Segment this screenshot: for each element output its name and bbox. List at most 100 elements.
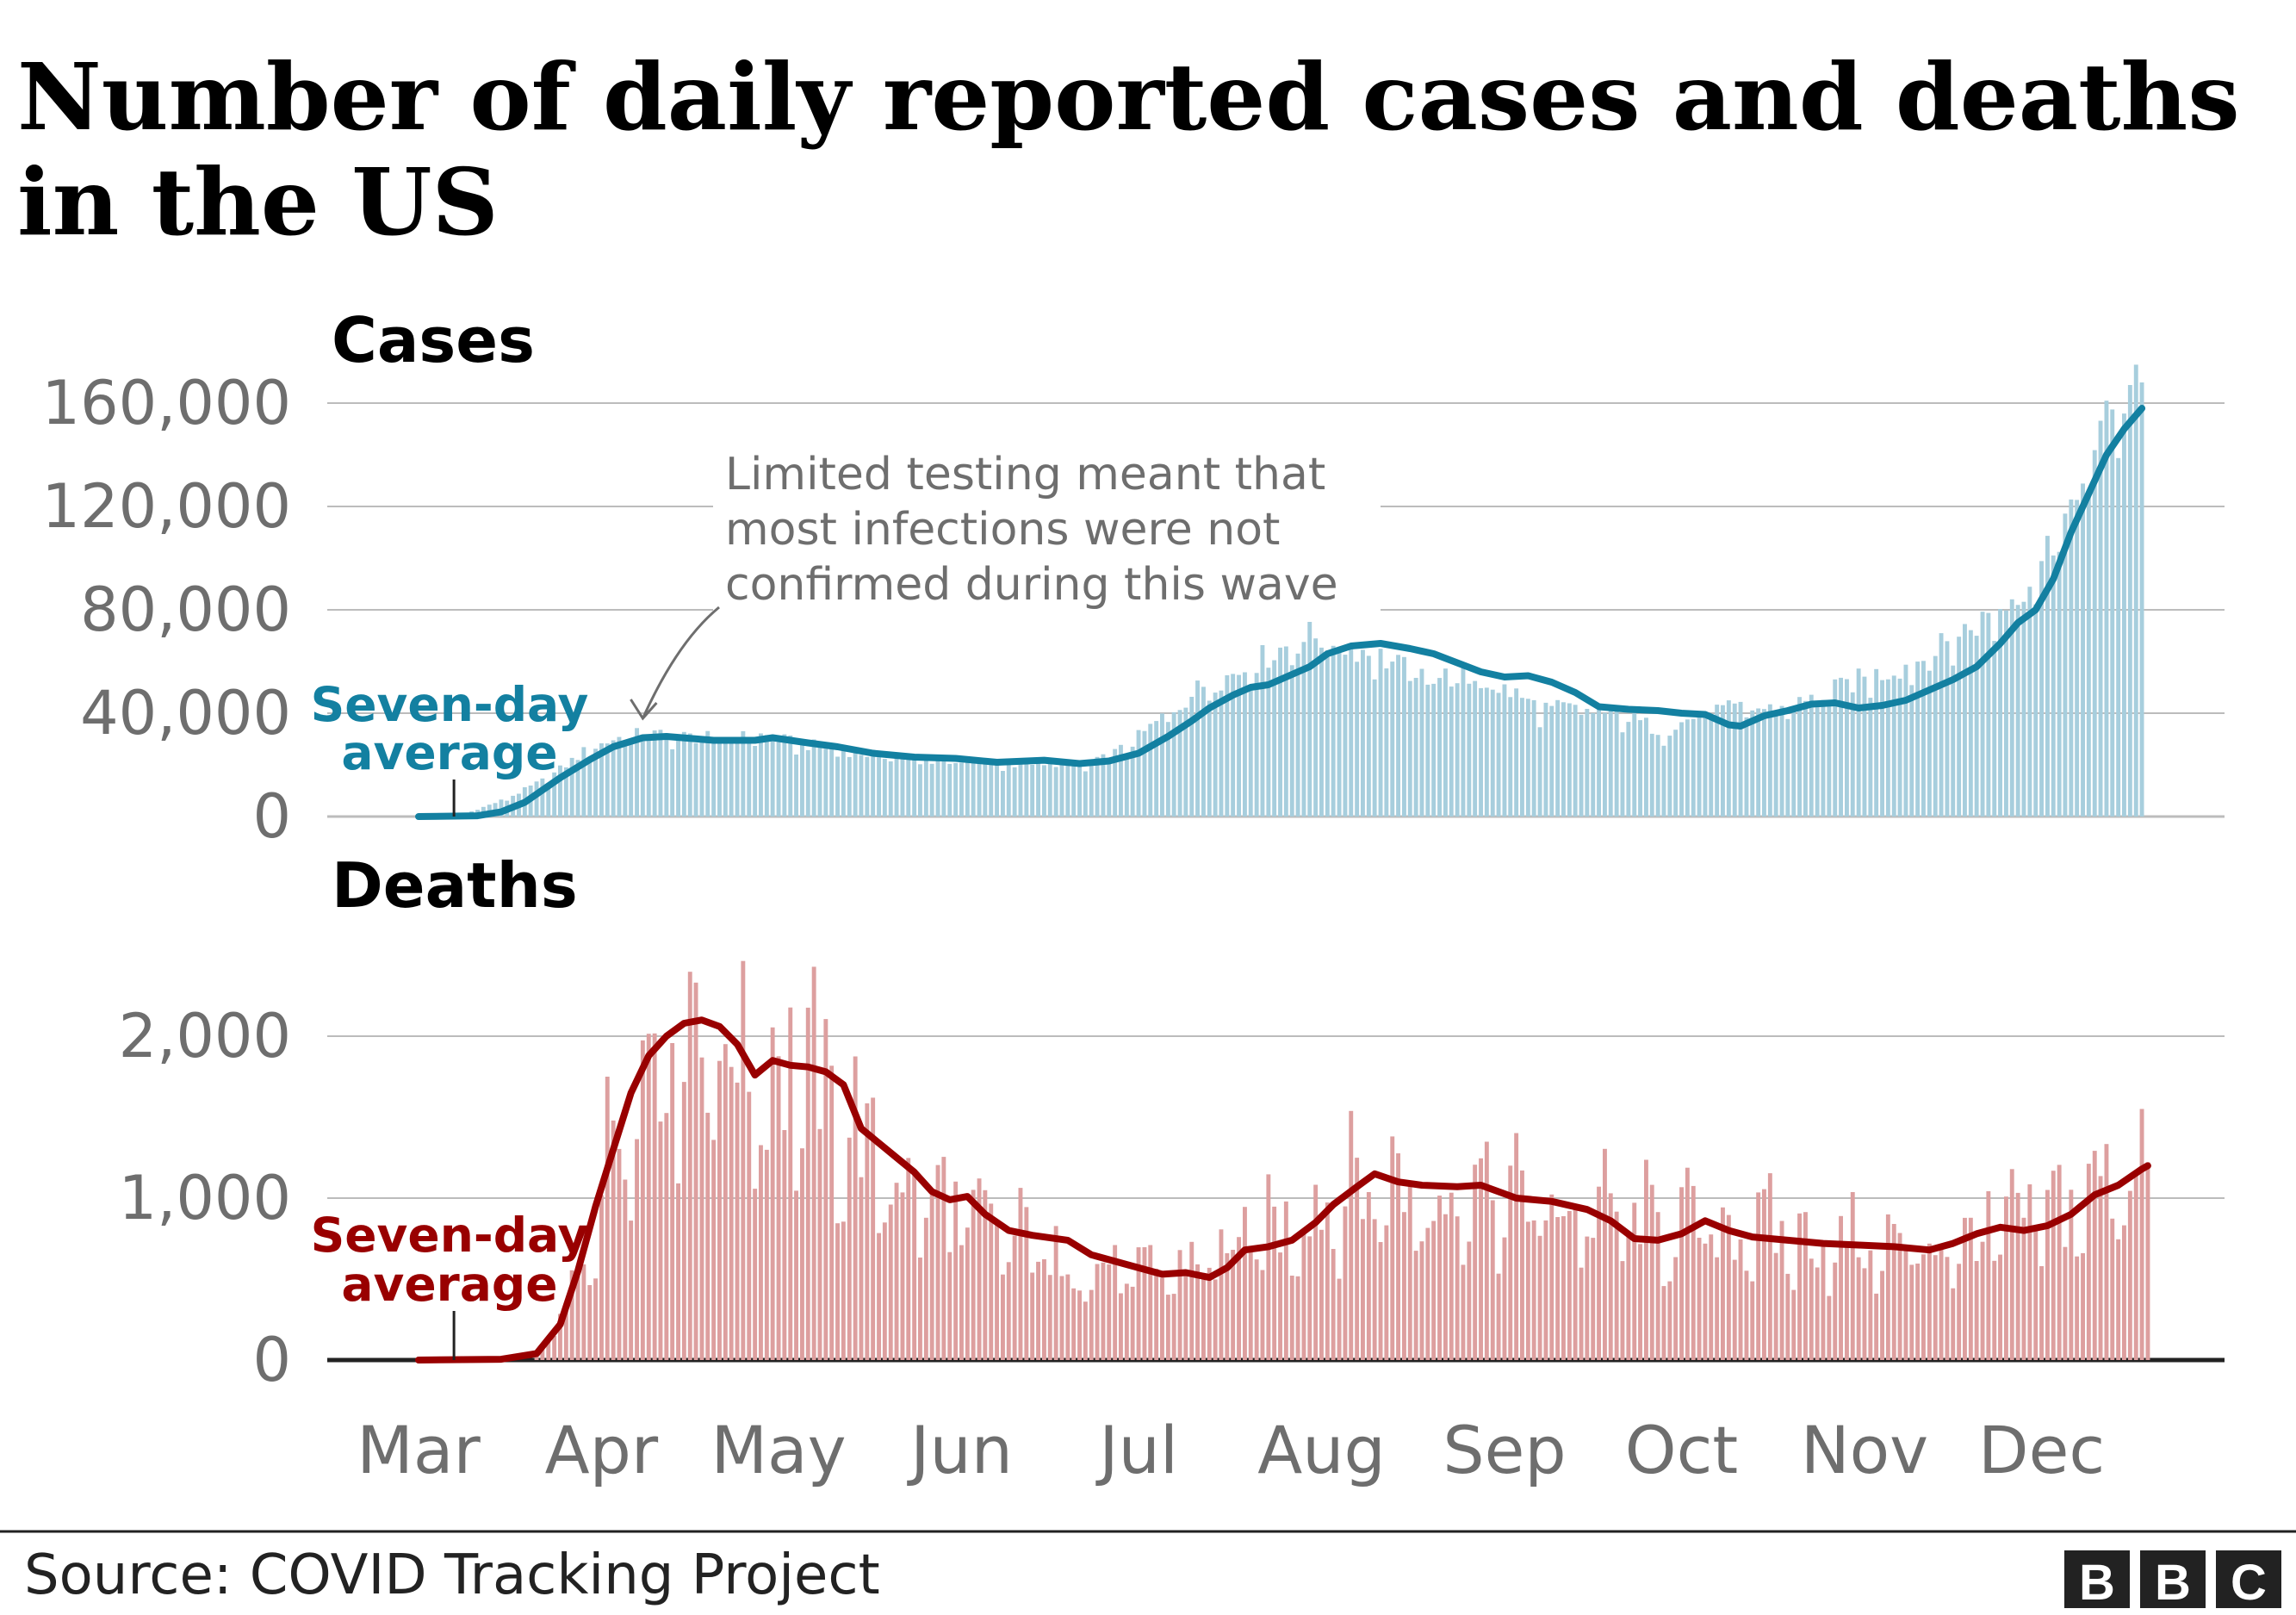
cases-bar — [1685, 719, 1690, 817]
cases-bar — [1773, 714, 1778, 817]
cases-bar — [499, 799, 504, 817]
month-label-jun: Jun — [907, 1412, 1013, 1488]
cases-bar — [906, 756, 911, 817]
deaths-bar — [2027, 1184, 2032, 1360]
deaths-bar — [918, 1258, 922, 1360]
deaths-bar — [735, 1082, 740, 1360]
deaths-bar — [1101, 1262, 1106, 1360]
cases-bar — [1012, 767, 1017, 817]
cases-bar — [2033, 604, 2038, 817]
deaths-bar — [617, 1148, 622, 1360]
deaths-bar — [546, 1338, 551, 1360]
deaths-bar — [1809, 1258, 1814, 1360]
cases-ytick-label-3: 120,000 — [42, 471, 291, 542]
cases-bar — [1921, 661, 1926, 817]
cases-bar — [1407, 680, 1412, 817]
deaths-bar — [1667, 1281, 1672, 1360]
cases-bar — [1160, 713, 1164, 817]
cases-bar — [2092, 450, 2097, 817]
cases-bar — [989, 759, 994, 817]
cases-bar — [2127, 385, 2132, 817]
cases-bar — [2039, 561, 2044, 817]
cases-ytick-label-0: 0 — [252, 781, 291, 852]
cases-bar — [1036, 757, 1040, 817]
cases-bar — [888, 761, 893, 817]
deaths-bar — [1107, 1264, 1112, 1360]
deaths-bar — [747, 1091, 752, 1360]
cases-bar — [1225, 675, 1230, 817]
cases-bar — [1165, 722, 1170, 817]
deaths-bar — [575, 1265, 580, 1360]
cases-bar — [935, 761, 940, 817]
cases-bar — [912, 756, 917, 817]
cases-seven-day-average — [415, 405, 2146, 820]
deaths-bar — [1295, 1276, 1300, 1360]
cases-bar — [1183, 707, 1188, 817]
deaths-bar — [1927, 1243, 1932, 1360]
cases-bar — [971, 760, 976, 817]
cases-daily-bars — [469, 364, 2144, 817]
deaths-avg-label-line-2: average — [341, 1257, 557, 1312]
deaths-bar — [1998, 1254, 2002, 1360]
month-label-sep: Sep — [1443, 1412, 1566, 1488]
deaths-bar — [723, 1044, 728, 1360]
cases-bar — [1644, 717, 1648, 817]
cases-bar — [1289, 665, 1294, 817]
deaths-bar — [2122, 1225, 2126, 1360]
deaths-bar — [871, 1097, 876, 1360]
bbc-logo-letter-3: C — [2231, 1555, 2267, 1611]
deaths-bar — [1703, 1243, 1708, 1360]
cases-bar — [1626, 722, 1631, 817]
cases-bar — [1797, 697, 1802, 817]
cases-bar — [794, 755, 798, 817]
month-label-dec: Dec — [1978, 1412, 2105, 1488]
cases-panel-title: Cases — [332, 304, 535, 376]
cases-bar — [1101, 754, 1106, 817]
deaths-bar — [1939, 1247, 1944, 1360]
cases-bar — [1378, 649, 1383, 817]
deaths-daily-bars — [534, 960, 2150, 1360]
cases-bar — [2051, 555, 2056, 817]
deaths-bar — [971, 1190, 976, 1360]
cases-bar — [676, 736, 680, 817]
cases-bar — [2081, 483, 2085, 817]
deaths-bar — [1425, 1227, 1430, 1360]
cases-bar — [1413, 678, 1418, 817]
deaths-bar — [1620, 1261, 1625, 1360]
month-label-nov: Nov — [1801, 1412, 1928, 1488]
deaths-bar — [664, 1113, 669, 1360]
deaths-bar — [1520, 1170, 1524, 1360]
cases-bar — [1591, 712, 1596, 817]
deaths-bar — [759, 1145, 763, 1360]
cases-bar — [1915, 662, 1921, 817]
deaths-bar — [776, 1056, 781, 1360]
deaths-bar — [1649, 1184, 1654, 1360]
cases-bar — [747, 739, 752, 817]
deaths-bar — [823, 1019, 828, 1360]
deaths-bar — [1709, 1234, 1714, 1360]
cases-bar — [1762, 709, 1766, 817]
cases-bar — [1018, 763, 1023, 817]
cases-bar — [941, 759, 946, 817]
deaths-bar — [1083, 1301, 1088, 1360]
cases-bar — [1827, 703, 1832, 817]
cases-bar — [1042, 765, 1046, 817]
cases-bar — [770, 737, 775, 817]
deaths-bar — [764, 1149, 769, 1360]
cases-bar — [1779, 705, 1784, 817]
deaths-bar — [1307, 1236, 1312, 1360]
deaths-bar — [1756, 1192, 1761, 1360]
cases-bar — [635, 728, 639, 817]
cases-bar — [652, 730, 657, 817]
deaths-bar — [1514, 1133, 1519, 1360]
deaths-bar — [1603, 1148, 1607, 1360]
cases-bar — [2027, 587, 2032, 817]
cases-bar — [1490, 689, 1495, 817]
cases-bar — [823, 748, 828, 817]
cases-bar — [1443, 668, 1448, 817]
cases-bar — [871, 751, 876, 817]
deaths-bar — [859, 1177, 864, 1360]
cases-annotation-arrow — [642, 606, 720, 719]
cases-bar — [918, 764, 922, 817]
deaths-bar — [1957, 1264, 1962, 1360]
